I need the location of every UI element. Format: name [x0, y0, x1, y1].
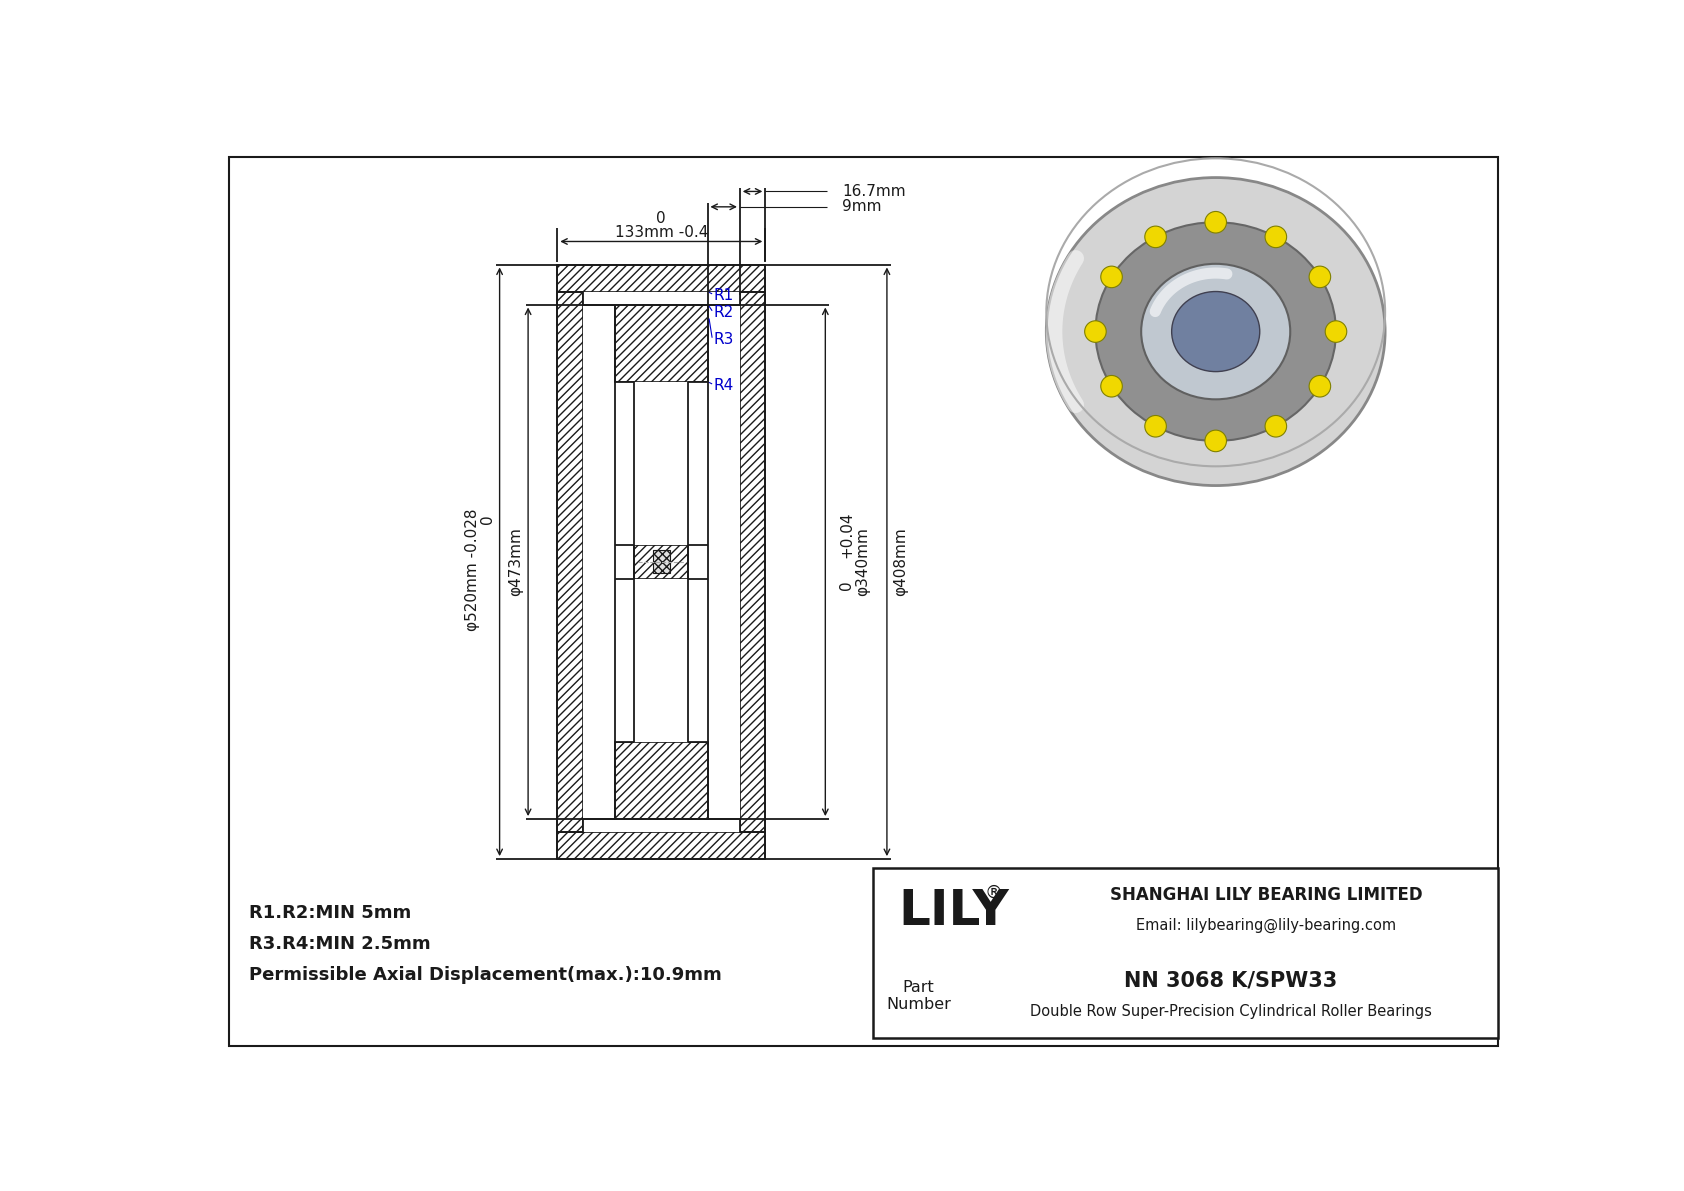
- Circle shape: [1206, 212, 1226, 233]
- Bar: [557, 264, 765, 292]
- Circle shape: [1265, 226, 1287, 248]
- Bar: [615, 579, 707, 742]
- Circle shape: [1145, 416, 1167, 437]
- Circle shape: [1308, 266, 1330, 288]
- Text: φ473mm: φ473mm: [509, 528, 524, 597]
- Text: R4: R4: [714, 378, 734, 393]
- Text: Email: lilybearing@lily-bearing.com: Email: lilybearing@lily-bearing.com: [1137, 917, 1396, 933]
- Bar: [557, 833, 765, 859]
- Text: R1: R1: [714, 288, 734, 303]
- Bar: [557, 292, 583, 833]
- Bar: [635, 544, 689, 579]
- Bar: [615, 381, 707, 544]
- Text: φ408mm: φ408mm: [893, 528, 908, 597]
- Ellipse shape: [1095, 223, 1335, 441]
- Text: LILY: LILY: [899, 887, 1009, 935]
- Text: 0: 0: [480, 515, 495, 524]
- Text: R3.R4:MIN 2.5mm: R3.R4:MIN 2.5mm: [249, 935, 431, 953]
- Bar: [583, 292, 739, 833]
- Circle shape: [1084, 320, 1106, 342]
- Text: φ520mm -0.028: φ520mm -0.028: [465, 509, 480, 631]
- Circle shape: [1101, 266, 1122, 288]
- Bar: [653, 550, 670, 573]
- Circle shape: [1101, 375, 1122, 397]
- Text: Permissible Axial Displacement(max.):10.9mm: Permissible Axial Displacement(max.):10.…: [249, 966, 722, 984]
- Circle shape: [1308, 375, 1330, 397]
- Text: 9mm: 9mm: [842, 199, 882, 214]
- Bar: [872, 868, 1499, 1037]
- Text: +0.04: +0.04: [839, 512, 854, 559]
- Text: Double Row Super-Precision Cylindrical Roller Bearings: Double Row Super-Precision Cylindrical R…: [1031, 1004, 1431, 1019]
- Bar: [615, 305, 707, 381]
- Text: 133mm -0.4: 133mm -0.4: [615, 225, 707, 239]
- Text: φ340mm: φ340mm: [855, 528, 869, 597]
- Ellipse shape: [1046, 177, 1386, 486]
- Circle shape: [1206, 430, 1226, 451]
- Text: 16.7mm: 16.7mm: [842, 183, 906, 199]
- Text: ®: ®: [985, 884, 1004, 902]
- Text: SHANGHAI LILY BEARING LIMITED: SHANGHAI LILY BEARING LIMITED: [1110, 886, 1423, 904]
- Text: NN 3068 K/SPW33: NN 3068 K/SPW33: [1125, 971, 1337, 991]
- Text: 0: 0: [839, 580, 854, 590]
- Circle shape: [1145, 226, 1167, 248]
- Text: R2: R2: [714, 305, 734, 320]
- Text: 0: 0: [657, 211, 667, 226]
- Bar: [615, 742, 707, 819]
- Circle shape: [1325, 320, 1347, 342]
- Text: R3: R3: [714, 332, 734, 347]
- Bar: [739, 292, 765, 833]
- Text: Part
Number: Part Number: [886, 980, 951, 1012]
- Circle shape: [1265, 416, 1287, 437]
- Ellipse shape: [1172, 292, 1260, 372]
- Ellipse shape: [1142, 264, 1290, 399]
- Text: R1.R2:MIN 5mm: R1.R2:MIN 5mm: [249, 904, 411, 922]
